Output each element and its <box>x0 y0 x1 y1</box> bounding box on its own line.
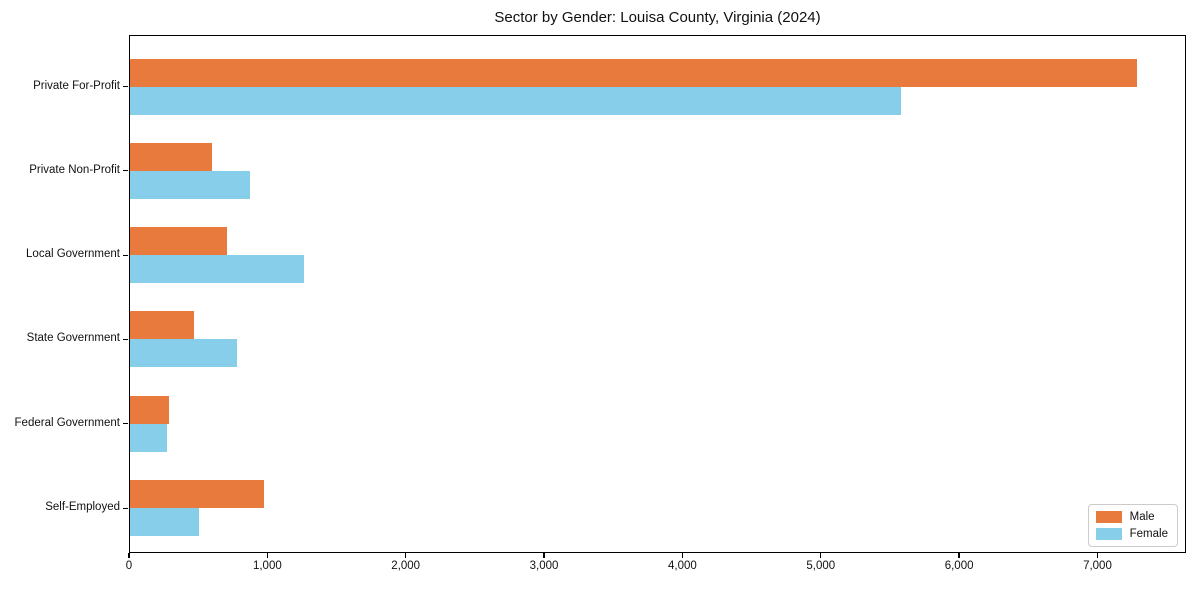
x-tick-label-5-000: 5,000 <box>806 560 836 572</box>
bar-female-local-government <box>130 255 304 284</box>
x-tick-mark-0 <box>128 553 130 558</box>
plot-area <box>129 35 1186 553</box>
y-tick-label-private-non-profit: Private Non-Profit <box>29 163 120 176</box>
x-tick-label-6-000: 6,000 <box>944 560 974 572</box>
y-tick-mark-local-government <box>123 254 128 256</box>
bar-female-federal-government <box>130 423 167 452</box>
x-tick-mark-6-000 <box>958 553 960 558</box>
legend-swatch-male <box>1095 511 1122 523</box>
legend-item-male: Male <box>1095 511 1168 523</box>
y-tick-label-federal-government: Federal Government <box>14 416 120 429</box>
x-tick-mark-5-000 <box>820 553 822 558</box>
x-tick-label-1-000: 1,000 <box>252 560 282 572</box>
x-tick-mark-7-000 <box>1096 553 1099 558</box>
y-tick-mark-federal-government <box>123 423 128 425</box>
x-tick-mark-4-000 <box>681 553 684 558</box>
y-tick-mark-private-non-profit <box>123 170 128 172</box>
chart-title: Sector by Gender: Louisa County, Virgini… <box>494 9 821 26</box>
y-tick-mark-private-for-profit <box>123 85 128 88</box>
bar-female-self-employed <box>130 508 199 537</box>
y-tick-label-local-government: Local Government <box>26 248 120 261</box>
bar-male-private-for-profit <box>130 58 1137 87</box>
x-tick-label-7-000: 7,000 <box>1083 560 1112 572</box>
bar-male-local-government <box>130 227 227 256</box>
x-tick-mark-3-000 <box>543 553 545 558</box>
legend-label-female: Female <box>1129 528 1168 540</box>
bar-female-private-non-profit <box>130 170 250 199</box>
bar-female-private-for-profit <box>130 86 901 115</box>
x-tick-label-3-000: 3,000 <box>529 560 559 572</box>
y-tick-label-private-for-profit: Private For-Profit <box>33 79 120 92</box>
x-tick-mark-1-000 <box>266 553 268 558</box>
bar-male-self-employed <box>130 480 264 509</box>
x-tick-label-0: 0 <box>125 560 133 572</box>
x-tick-label-4-000: 4,000 <box>668 560 697 572</box>
x-tick-mark-2-000 <box>405 553 407 558</box>
bar-female-state-government <box>130 339 237 368</box>
x-tick-label-2-000: 2,000 <box>391 560 421 572</box>
bar-male-private-non-profit <box>130 142 212 171</box>
y-tick-label-self-employed: Self-Employed <box>45 501 120 514</box>
legend-item-female: Female <box>1095 528 1168 540</box>
y-tick-mark-state-government <box>123 338 128 341</box>
legend: Male Female <box>1087 504 1178 547</box>
legend-label-male: Male <box>1129 511 1155 523</box>
bar-male-state-government <box>130 311 194 340</box>
legend-swatch-female <box>1095 528 1122 540</box>
y-tick-label-state-government: State Government <box>26 332 120 345</box>
y-tick-mark-self-employed <box>123 507 128 509</box>
bar-male-federal-government <box>130 395 169 424</box>
